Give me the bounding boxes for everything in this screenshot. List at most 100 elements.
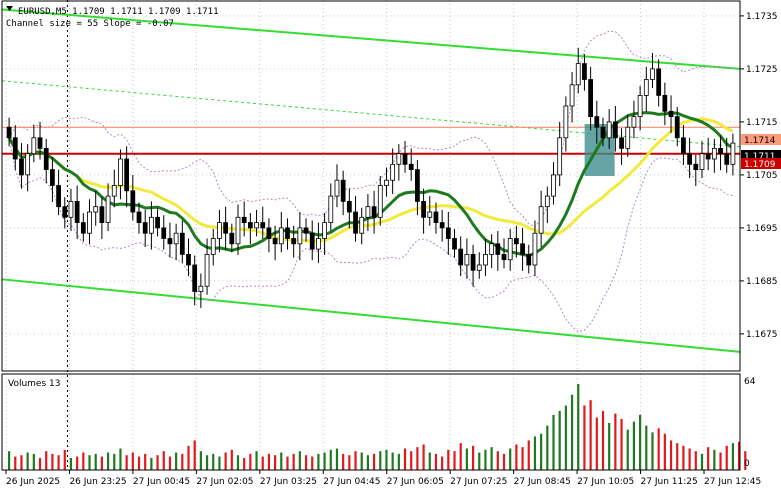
- volume-bar: [620, 418, 623, 470]
- volume-bar: [546, 425, 549, 470]
- volume-bar: [626, 429, 629, 470]
- volume-bar: [14, 456, 17, 470]
- volume-bar: [509, 448, 512, 470]
- candle-body: [711, 147, 717, 160]
- candle-body: [730, 142, 736, 165]
- x-tick-label: 27 Jun 08:45: [514, 477, 571, 487]
- volume-bar: [478, 452, 481, 470]
- x-tick-label: 27 Jun 07:25: [450, 477, 507, 487]
- volume-bar: [372, 453, 376, 470]
- volume-bar: [63, 449, 66, 470]
- current-price-label: 1.1711: [744, 152, 776, 162]
- volume-bar: [82, 452, 85, 470]
- volume-bar: [261, 456, 264, 470]
- y-tick-label: 1.1675: [746, 330, 778, 340]
- volume-panel-frame: [1, 373, 741, 471]
- candle-body: [179, 232, 185, 255]
- candle-body: [600, 126, 606, 139]
- channel-upper-line: [1, 8, 741, 70]
- resistance-price-label: 1.1714: [744, 136, 776, 146]
- volume-bar: [131, 452, 134, 470]
- candle-body: [266, 227, 272, 239]
- candle-body: [582, 63, 587, 80]
- x-tick-label: 27 Jun 10:05: [577, 477, 634, 487]
- volume-bar: [7, 451, 11, 470]
- bid-price-badge: [741, 158, 781, 169]
- candle-body: [235, 216, 241, 245]
- chart-symbol-line: EURUSD,M5 1.1709 1.1711 1.1709 1.1711: [18, 7, 218, 17]
- candle-body: [149, 216, 154, 234]
- volume-bar: [570, 394, 574, 470]
- volume-zero-label: 0: [744, 459, 750, 469]
- candle-body: [247, 222, 253, 229]
- volume-bar: [57, 455, 60, 470]
- volume-bar: [737, 441, 741, 470]
- y-tick-label: 1.1725: [746, 65, 778, 75]
- candle-body: [421, 200, 426, 218]
- volume-bar: [243, 457, 246, 470]
- price-panel-frame: [1, 0, 741, 372]
- volume-bar: [645, 425, 648, 470]
- volume-bar: [577, 384, 580, 470]
- volume-bar: [162, 451, 165, 470]
- volume-bar: [527, 440, 530, 470]
- candle-body: [25, 153, 31, 176]
- candle-body: [359, 216, 365, 234]
- candle-body: [656, 68, 662, 96]
- candle-body: [384, 179, 389, 186]
- candle-body: [371, 206, 377, 218]
- candle-body: [501, 253, 507, 261]
- volume-bar: [20, 455, 23, 470]
- candle-body: [458, 248, 464, 266]
- candle-body: [217, 222, 222, 239]
- volume-bar: [583, 405, 586, 470]
- volume-bar: [639, 414, 642, 470]
- channel-lower-line: [1, 278, 741, 353]
- candle-body: [210, 238, 216, 255]
- candle-body: [111, 185, 117, 197]
- candle-body: [118, 158, 123, 186]
- candle-body: [130, 190, 136, 213]
- volume-bar: [700, 453, 704, 470]
- candle-body: [37, 137, 43, 149]
- volume-bar: [181, 453, 184, 470]
- volume-bar: [267, 453, 271, 470]
- candle-body: [681, 137, 686, 155]
- volume-bar: [212, 453, 215, 470]
- candle-body: [303, 227, 309, 234]
- volume-bar: [540, 433, 543, 470]
- volume-bar: [236, 455, 240, 470]
- volume-bar: [465, 448, 468, 470]
- candle-body: [643, 79, 649, 96]
- bollinger-upper: [8, 30, 734, 228]
- candle-body: [396, 153, 402, 165]
- candle-body: [68, 200, 74, 218]
- candle-body: [390, 163, 396, 181]
- candle-body: [316, 238, 321, 250]
- volume-bar: [403, 448, 407, 470]
- candle-body: [297, 227, 303, 245]
- collapse-arrow-icon[interactable]: [6, 6, 13, 11]
- candle-body: [285, 227, 290, 239]
- candle-body: [476, 264, 482, 271]
- candle-body: [514, 238, 519, 245]
- volume-bar: [51, 453, 54, 470]
- volume-bar: [348, 455, 351, 470]
- candle-body: [322, 222, 327, 239]
- candle-body: [625, 126, 631, 149]
- volume-bar: [32, 453, 35, 470]
- volume-bar: [329, 449, 332, 470]
- candle-body: [668, 110, 674, 118]
- candle-body: [223, 222, 228, 234]
- volume-bar: [410, 451, 413, 470]
- candle-body: [569, 84, 575, 107]
- candle-body: [705, 153, 711, 160]
- candle-body: [551, 174, 556, 197]
- candle-body: [6, 126, 12, 139]
- ma-slow-line: [7, 117, 734, 243]
- volume-bar: [366, 455, 370, 470]
- volume-bar: [354, 451, 357, 470]
- volume-bar: [453, 451, 456, 470]
- volume-bar: [694, 451, 697, 470]
